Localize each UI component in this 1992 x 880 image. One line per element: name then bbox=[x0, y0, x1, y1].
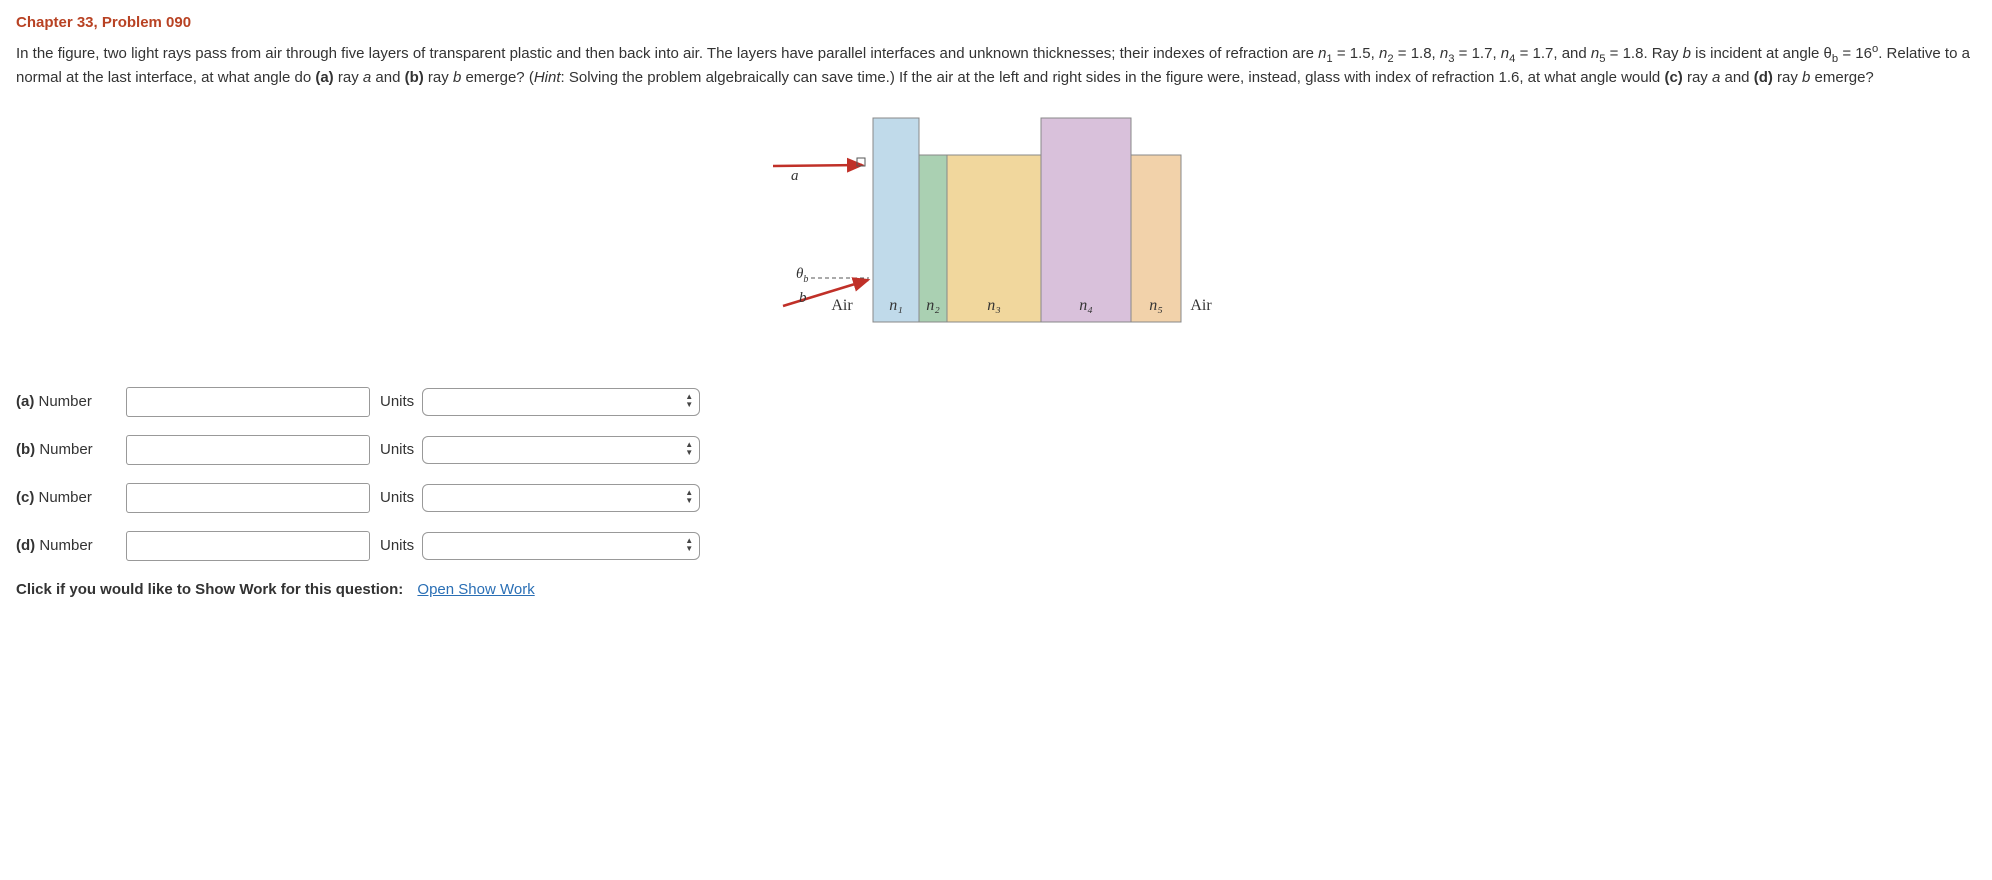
part-b-bold: (b) bbox=[405, 69, 424, 86]
layer-label: n₂ bbox=[926, 297, 940, 314]
hint-it: Hint bbox=[534, 69, 561, 86]
stepper-icon: ▲▼ bbox=[685, 394, 693, 410]
answer-row-a: (a) Number Units ▲▼ bbox=[16, 387, 1976, 417]
part-a-bold: (a) bbox=[315, 69, 333, 86]
part-b-text: ray bbox=[424, 69, 453, 86]
answer-label-d: (d) Number bbox=[16, 535, 126, 558]
answers-section: (a) NumberUnits▲▼(b) NumberUnits▲▼(c) Nu… bbox=[16, 387, 1976, 561]
chapter-title: Chapter 33, Problem 090 bbox=[16, 12, 1976, 35]
figure-container: Air n₁ n₂ n₃ n₄ n₅ Air a b θb bbox=[16, 110, 1976, 348]
layer-label: n₃ bbox=[987, 297, 1001, 314]
ray-b-label: b bbox=[799, 290, 807, 306]
part-c-text: ray bbox=[1683, 69, 1712, 86]
answer-label-a: (a) Number bbox=[16, 391, 126, 414]
number-input-b[interactable] bbox=[126, 435, 370, 465]
layer-rect bbox=[1041, 118, 1131, 322]
layer-label: Air bbox=[831, 297, 853, 314]
units-label-d: Units bbox=[380, 535, 414, 558]
units-select-a[interactable]: ▲▼ bbox=[422, 388, 700, 416]
stepper-icon: ▲▼ bbox=[685, 538, 693, 554]
layer-rect bbox=[873, 118, 919, 322]
layer-label: n₄ bbox=[1079, 297, 1093, 314]
part-d-text: ray bbox=[1773, 69, 1802, 86]
n1-val: = 1.5, bbox=[1333, 45, 1379, 62]
number-input-d[interactable] bbox=[126, 531, 370, 561]
answer-row-b: (b) Number Units ▲▼ bbox=[16, 435, 1976, 465]
ray-a-it: a bbox=[363, 69, 371, 86]
units-select-b[interactable]: ▲▼ bbox=[422, 436, 700, 464]
answer-label-c: (c) Number bbox=[16, 487, 126, 510]
show-work-label: Click if you would like to Show Work for… bbox=[16, 581, 403, 598]
ray-b-1: b bbox=[1683, 45, 1691, 62]
units-label-a: Units bbox=[380, 391, 414, 414]
emerge2: emerge? bbox=[1810, 69, 1873, 86]
units-label-c: Units bbox=[380, 487, 414, 510]
theta-b-label: θb bbox=[796, 266, 808, 285]
layer-label: n₅ bbox=[1149, 297, 1163, 314]
ray-a-label: a bbox=[791, 168, 799, 184]
n4-val: = 1.7, and bbox=[1515, 45, 1590, 62]
incident-text: is incident at angle θ bbox=[1691, 45, 1832, 62]
units-select-c[interactable]: ▲▼ bbox=[422, 484, 700, 512]
ray-a-line bbox=[773, 165, 862, 166]
problem-statement: In the figure, two light rays pass from … bbox=[16, 41, 1976, 90]
and-text2: and bbox=[1720, 69, 1753, 86]
stepper-icon: ▲▼ bbox=[685, 490, 693, 506]
part-a-text: ray bbox=[334, 69, 363, 86]
number-input-c[interactable] bbox=[126, 483, 370, 513]
units-select-d[interactable]: ▲▼ bbox=[422, 532, 700, 560]
show-work-row: Click if you would like to Show Work for… bbox=[16, 579, 1976, 602]
angle-val: = 16 bbox=[1838, 45, 1872, 62]
layer-label: Air bbox=[1190, 297, 1212, 314]
ray-b-line bbox=[783, 280, 868, 306]
number-input-a[interactable] bbox=[126, 387, 370, 417]
n3-val: = 1.7, bbox=[1455, 45, 1501, 62]
emerge-text: emerge? ( bbox=[461, 69, 534, 86]
n5-val: = 1.8. Ray bbox=[1606, 45, 1683, 62]
open-show-work-link[interactable]: Open Show Work bbox=[417, 581, 534, 598]
units-label-b: Units bbox=[380, 439, 414, 462]
layer-label: n₁ bbox=[889, 297, 903, 314]
refraction-figure: Air n₁ n₂ n₃ n₄ n₅ Air a b θb bbox=[751, 110, 1241, 348]
stepper-icon: ▲▼ bbox=[685, 442, 693, 458]
n3-var: n bbox=[1440, 45, 1448, 62]
part-d-bold: (d) bbox=[1754, 69, 1773, 86]
problem-intro: In the figure, two light rays pass from … bbox=[16, 45, 1318, 62]
answer-row-d: (d) Number Units ▲▼ bbox=[16, 531, 1976, 561]
and-text: and bbox=[371, 69, 404, 86]
n4-var: n bbox=[1501, 45, 1509, 62]
hint-text: : Solving the problem algebraically can … bbox=[561, 69, 1665, 86]
n5-var: n bbox=[1591, 45, 1599, 62]
n2-val: = 1.8, bbox=[1394, 45, 1440, 62]
answer-row-c: (c) Number Units ▲▼ bbox=[16, 483, 1976, 513]
answer-label-b: (b) Number bbox=[16, 439, 126, 462]
part-c-bold: (c) bbox=[1664, 69, 1682, 86]
